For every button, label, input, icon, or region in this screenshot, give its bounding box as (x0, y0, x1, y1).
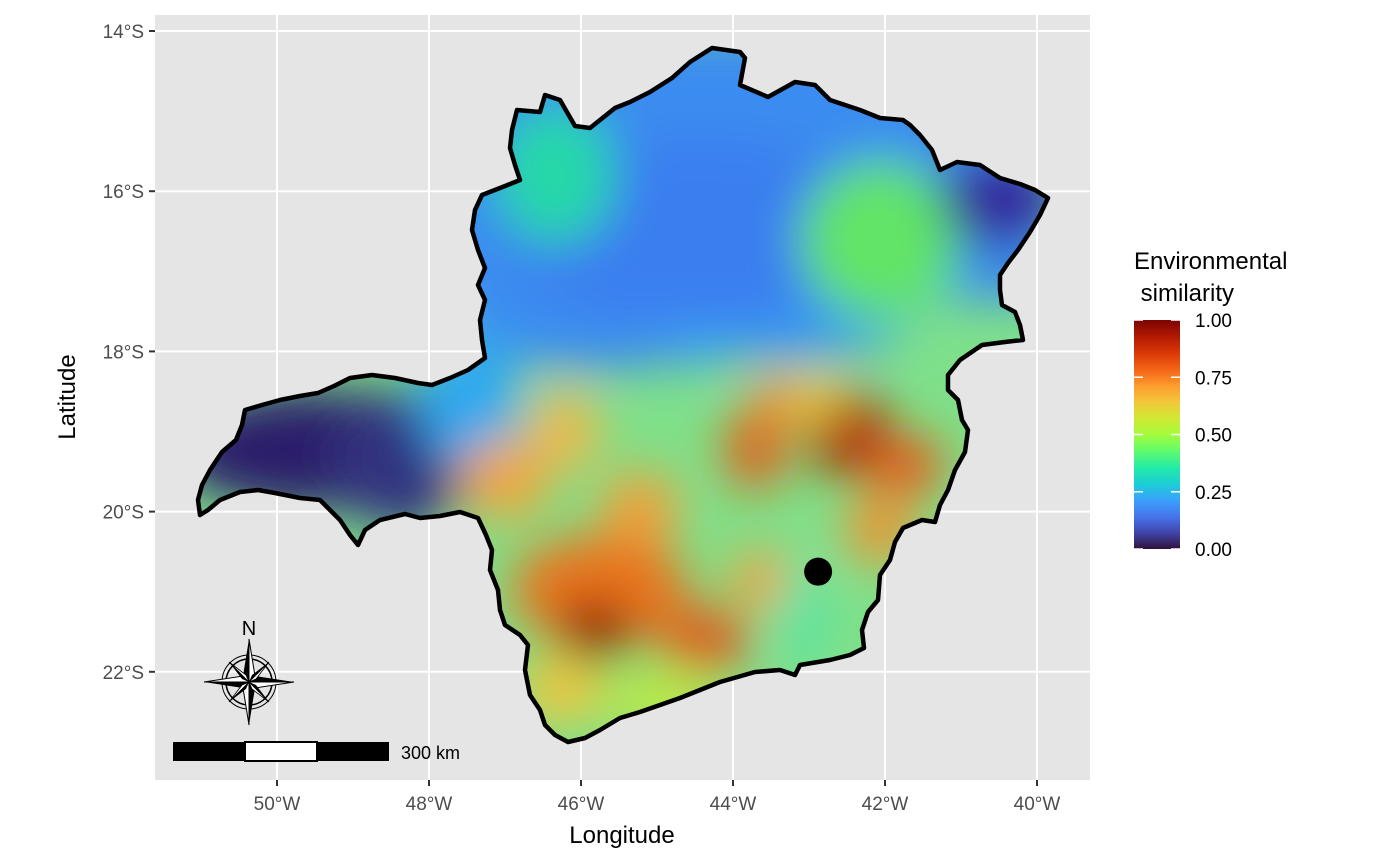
y-tick-label: 18°S (103, 342, 144, 363)
x-axis: 50°W 48°W 46°W 44°W 42°W 40°W (254, 780, 1061, 815)
x-tick-label: 40°W (1014, 794, 1061, 815)
north-arrow: N (203, 618, 295, 726)
north-label: N (242, 618, 256, 640)
legend-label: 0.50 (1195, 426, 1232, 447)
location-marker (804, 557, 833, 586)
x-tick-label: 44°W (710, 794, 757, 815)
x-tick-label: 50°W (254, 794, 301, 815)
legend-label: 0.75 (1195, 368, 1232, 389)
x-tick-label: 48°W (406, 794, 453, 815)
x-axis-title: Longitude (569, 822, 674, 849)
scale-bar: 300 km (173, 741, 460, 763)
legend-label: 1.00 (1195, 311, 1232, 332)
legend-ticks: 1.00 0.75 0.50 0.25 0.00 (1134, 311, 1232, 561)
y-tick-label: 22°S (103, 663, 144, 684)
x-tick-label: 42°W (862, 794, 909, 815)
legend: Environmental similarity 1.00 0.75 0.50 0.2… (1134, 248, 1287, 561)
legend-label: 0.00 (1195, 540, 1232, 561)
legend-label: 0.25 (1195, 483, 1232, 504)
y-axis-title: Latitude (54, 354, 81, 439)
y-tick-label: 16°S (103, 182, 144, 203)
y-axis: 14°S 16°S 18°S 20°S 22°S (103, 22, 155, 684)
scale-bar-label: 300 km (401, 743, 460, 763)
state-boundary (195, 45, 1051, 745)
compass-rose-icon (203, 638, 295, 726)
y-tick-label: 14°S (103, 22, 144, 43)
legend-title-line2: similarity (1134, 280, 1234, 307)
legend-title-line1: Environmental (1134, 248, 1287, 275)
x-tick-label: 46°W (558, 794, 605, 815)
y-tick-label: 20°S (103, 503, 144, 524)
